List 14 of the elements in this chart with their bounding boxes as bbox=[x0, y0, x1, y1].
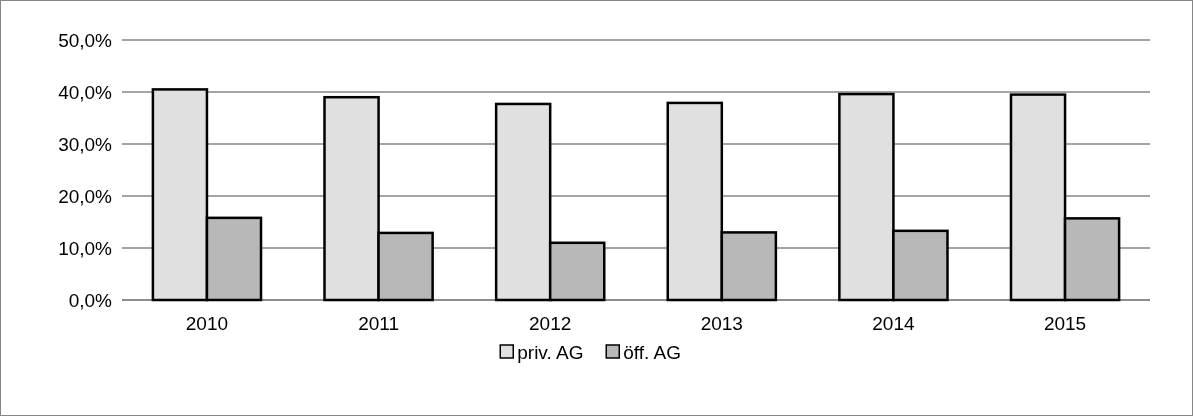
y-tick-label: 50,0% bbox=[58, 29, 113, 51]
x-tick-label: 2014 bbox=[872, 313, 915, 334]
y-tick-label: 10,0% bbox=[58, 237, 113, 259]
y-tick-label: 30,0% bbox=[58, 133, 113, 155]
x-tick-label: 2010 bbox=[185, 313, 229, 334]
x-tick-label: 2013 bbox=[700, 313, 743, 334]
legend-label: öff. AG bbox=[623, 341, 681, 363]
y-tick-label: 20,0% bbox=[58, 185, 113, 207]
legend-label: priv. AG bbox=[517, 341, 584, 363]
x-tick-label: 2011 bbox=[358, 313, 399, 334]
y-tick-label: 40,0% bbox=[58, 81, 113, 103]
x-tick-label: 2015 bbox=[1043, 313, 1087, 334]
y-tick-label: 0,0% bbox=[68, 289, 113, 311]
x-tick-label: 2012 bbox=[529, 313, 572, 334]
